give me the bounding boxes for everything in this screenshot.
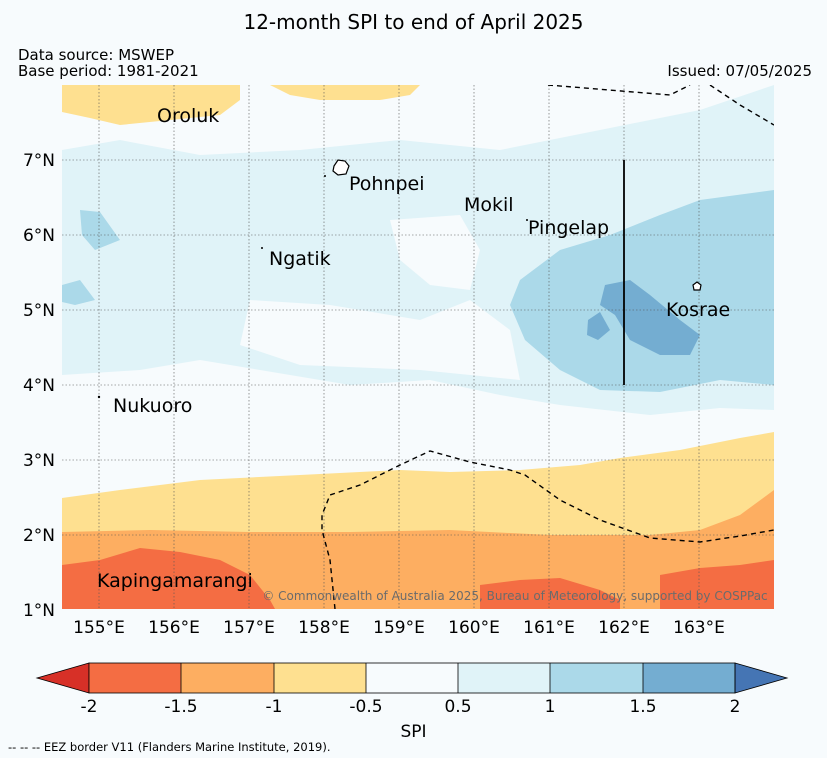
colorbar-swatch [458, 663, 550, 693]
spi-region-1-1.5 [62, 280, 95, 305]
lon-label: 156°E [148, 618, 200, 638]
spi-region-dry-top [62, 85, 240, 125]
base-period-text: Base period: 1981-2021 [18, 62, 199, 80]
spi-region--1.5--2 [62, 548, 275, 609]
spi-region--1.5--2 [660, 560, 774, 609]
colorbar-tick-label: 2 [730, 697, 741, 717]
pohnpei-island-outline [332, 159, 350, 176]
lat-label: 4°N [23, 376, 55, 396]
lon-label: 158°E [298, 618, 350, 638]
atoll-marker [97, 395, 101, 399]
colorbar-tick-label: -0.5 [349, 697, 382, 717]
island-label-kosrae: Kosrae [666, 299, 730, 321]
lat-label: 5°N [23, 301, 55, 321]
spi-region--1.5--2 [480, 578, 620, 609]
colorbar-swatch [89, 663, 181, 693]
colorbar-title: SPI [400, 722, 427, 742]
colorbar-frame [88, 662, 736, 694]
colorbar-swatch [181, 663, 274, 693]
colorbar-extend-low [35, 662, 90, 694]
colorbar-swatch [366, 663, 458, 693]
lat-label: 2°N [23, 526, 55, 546]
longitude-labels: 155°E 156°E 157°E 158°E 159°E 160°E 161°… [73, 618, 725, 638]
atoll-marker [261, 247, 263, 249]
lon-label: 162°E [598, 618, 650, 638]
colorbar-tick-label: -1 [266, 697, 283, 717]
lon-label: 159°E [373, 618, 425, 638]
island-label-mokil: Mokil [464, 194, 514, 216]
eez-border [321, 85, 774, 609]
kosrae-island-outline [692, 281, 702, 291]
colorbar-swatch [550, 663, 643, 693]
lon-label: 160°E [448, 618, 500, 638]
atoll-marker [526, 219, 528, 221]
colorbar-extend-high [734, 662, 789, 694]
colorbar-swatch [274, 663, 366, 693]
island-label-kapingamarangi: Kapingamarangi [97, 570, 253, 592]
spi-gap-near-normal [390, 215, 480, 290]
spi-region-1-1.5 [80, 210, 120, 250]
island-label-oroluk: Oroluk [157, 105, 219, 127]
colorbar-tick-label: 1.5 [629, 697, 656, 717]
lat-label: 6°N [23, 226, 55, 246]
lon-label: 163°E [673, 618, 725, 638]
colorbar-tick-label: 1 [545, 697, 556, 717]
island-label-pohnpei: Pohnpei [349, 173, 425, 195]
lon-label: 155°E [73, 618, 125, 638]
latitude-labels: 7°N 6°N 5°N 4°N 3°N 2°N 1°N [23, 151, 55, 621]
issued-date-text: Issued: 07/05/2025 [667, 62, 812, 80]
colorbar-tick-label: -1.5 [164, 697, 197, 717]
lat-label: 7°N [23, 151, 55, 171]
lat-label: 1°N [23, 601, 55, 621]
spi-region-1.5-2 [600, 280, 700, 355]
lon-label: 157°E [223, 618, 275, 638]
lat-label: 3°N [23, 451, 55, 471]
spi-region-1.5-2 [587, 312, 610, 340]
atoll-marker [324, 175, 326, 177]
colorbar-tick-label: -2 [81, 697, 98, 717]
colorbar-swatch [643, 663, 735, 693]
footnote-text: -- -- -- EEZ border V11 (Flanders Marine… [8, 740, 331, 754]
copyright-text: © Commonwealth of Australia 2025, Bureau… [262, 589, 767, 603]
lon-label: 161°E [523, 618, 575, 638]
colorbar: -2 -1.5 -1 -0.5 0.5 1 1.5 2 [35, 662, 789, 717]
island-label-pingelap: Pingelap [528, 217, 609, 239]
spi-gap-near-normal [240, 300, 520, 380]
island-label-ngatik: Ngatik [269, 248, 331, 270]
island-label-nukuoro: Nukuoro [113, 395, 192, 417]
island-labels: Oroluk Pohnpei Mokil Pingelap Ngatik Kos… [97, 105, 730, 592]
colorbar-tick-label: 0.5 [444, 697, 471, 717]
map-title: 12-month SPI to end of April 2025 [243, 10, 584, 34]
spi-region-dry-top [270, 85, 420, 100]
data-source-text: Data source: MSWEP [18, 46, 175, 64]
